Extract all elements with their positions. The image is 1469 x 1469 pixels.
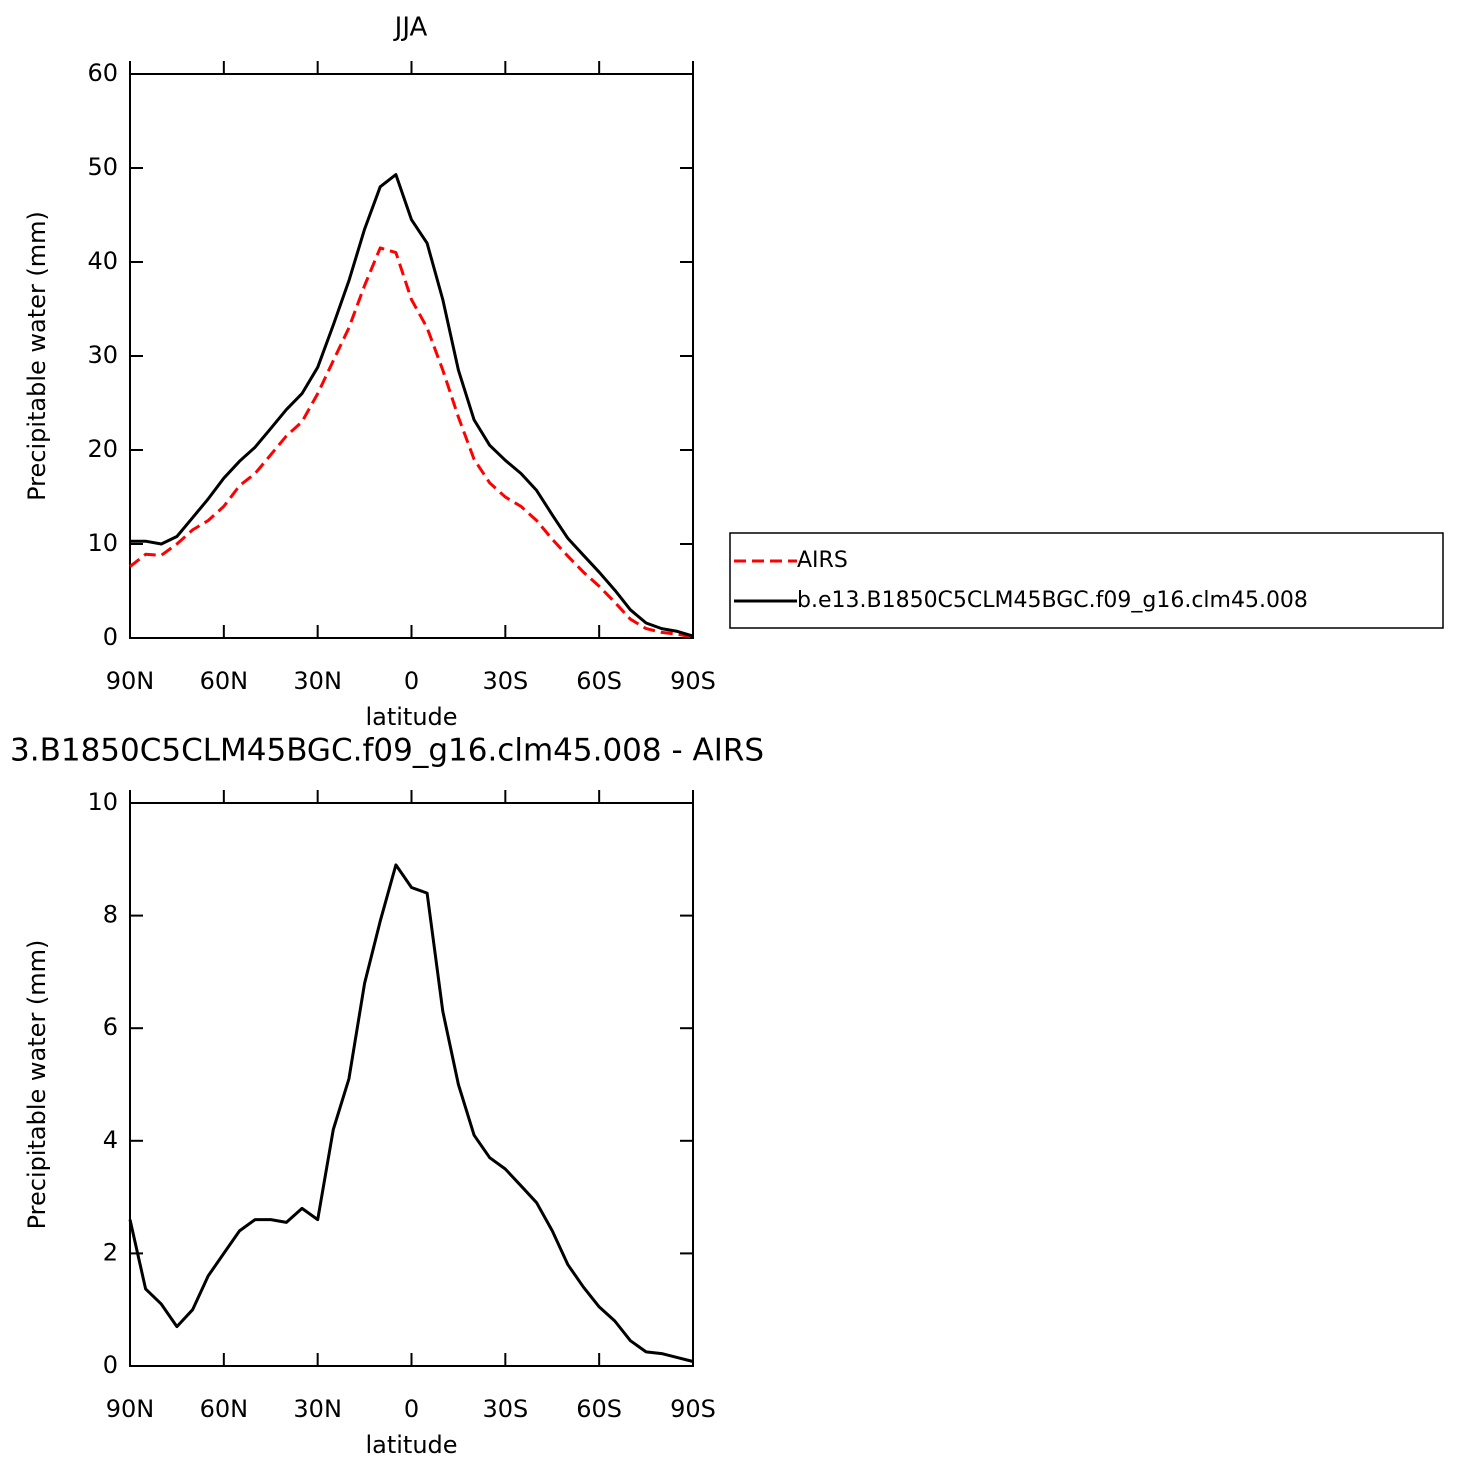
y-axis-label: Precipitable water (mm) — [23, 211, 51, 501]
x-tick-label: 90S — [670, 667, 716, 695]
data-line — [130, 173, 694, 638]
y-tick-label: 4 — [103, 1126, 118, 1154]
y-tick-label: 10 — [87, 529, 118, 557]
y-tick-label: 50 — [87, 153, 118, 181]
x-tick-label: 0 — [404, 667, 419, 695]
x-tick-label: 60S — [576, 1395, 622, 1423]
x-tick-label: 60N — [200, 667, 249, 695]
y-tick-label: 30 — [87, 341, 118, 369]
y-tick-label: 0 — [103, 1351, 118, 1379]
y-tick-label: 6 — [103, 1013, 118, 1041]
x-tick-label: 90N — [106, 1395, 155, 1423]
y-tick-label: 8 — [103, 901, 118, 929]
data-line — [128, 863, 694, 1363]
data-line — [129, 246, 694, 639]
x-tick-label: 30N — [293, 667, 342, 695]
y-tick-label: 10 — [87, 788, 118, 816]
x-axis-label: latitude — [365, 1431, 457, 1459]
x-tick-label: 90N — [106, 667, 155, 695]
chart-title: 3.B1850C5CLM45BGC.f09_g16.clm45.008 - AI… — [10, 733, 764, 769]
y-tick-label: 20 — [87, 435, 118, 463]
y-tick-label: 2 — [103, 1238, 118, 1266]
legend-label: b.e13.B1850C5CLM45BGC.f09_g16.clm45.008 — [797, 588, 1308, 613]
chart-title: JJA — [393, 13, 428, 43]
x-tick-label: 30S — [482, 667, 528, 695]
y-axis-label: Precipitable water (mm) — [23, 940, 51, 1230]
y-tick-label: 0 — [103, 623, 118, 651]
plot-frame — [129, 73, 694, 639]
x-tick-label: 30S — [482, 1395, 528, 1423]
legend-box — [729, 532, 1444, 629]
x-tick-label: 60N — [200, 1395, 249, 1423]
x-tick-label: 60S — [576, 667, 622, 695]
legend-label: AIRS — [797, 548, 848, 573]
x-tick-label: 30N — [293, 1395, 342, 1423]
y-tick-label: 40 — [87, 247, 118, 275]
x-tick-label: 0 — [404, 1395, 419, 1423]
y-tick-label: 60 — [87, 59, 118, 87]
x-axis-label: latitude — [365, 703, 457, 731]
x-tick-label: 90S — [670, 1395, 716, 1423]
